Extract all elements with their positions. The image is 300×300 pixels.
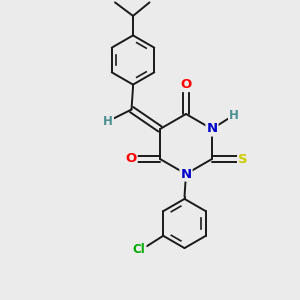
Text: N: N <box>206 122 218 136</box>
Text: S: S <box>238 152 248 166</box>
Text: Cl: Cl <box>133 243 146 256</box>
Text: H: H <box>103 115 113 128</box>
Text: O: O <box>180 78 192 91</box>
Text: O: O <box>125 152 136 166</box>
Text: H: H <box>229 109 239 122</box>
Text: N: N <box>180 167 192 181</box>
